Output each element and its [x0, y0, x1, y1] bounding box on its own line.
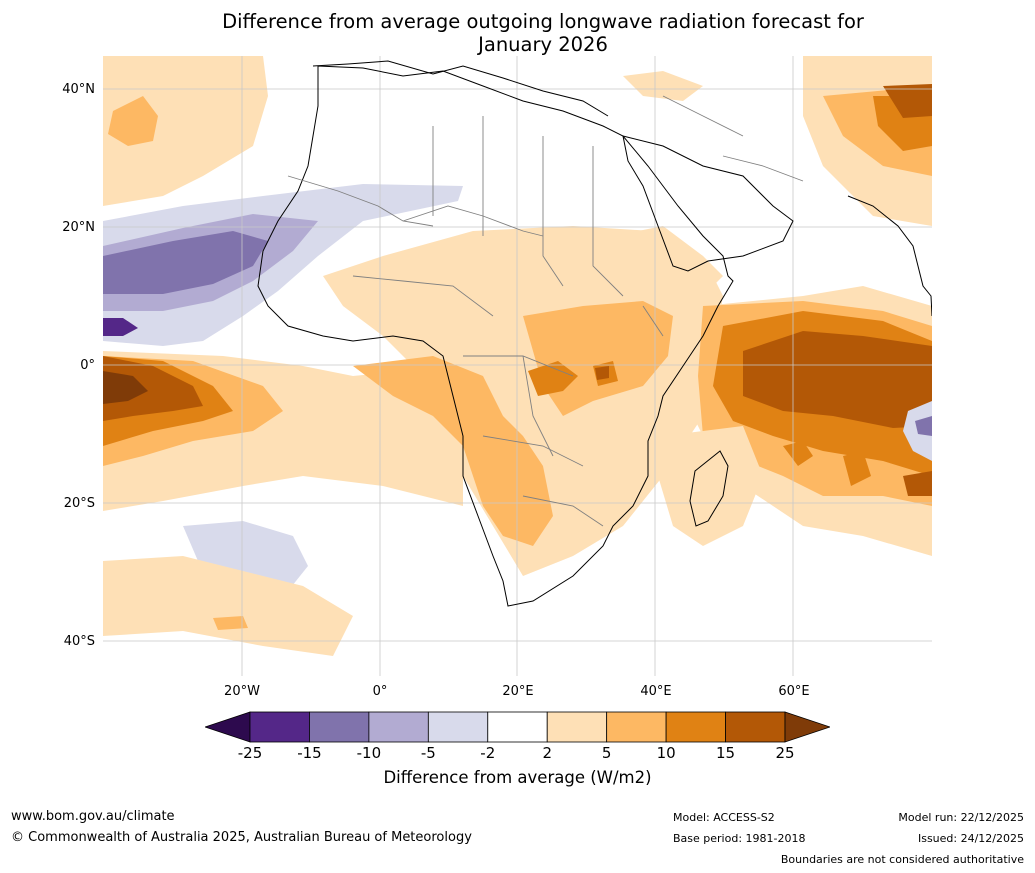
colorbar — [205, 711, 830, 743]
lat-label-20s: 20°S — [63, 496, 95, 511]
colorbar-tick-label: 5 — [601, 744, 612, 762]
colorbar-tick-label: 15 — [716, 744, 736, 762]
colorbar-segment — [606, 711, 667, 743]
colorbar-segment — [249, 711, 310, 743]
colorbar-min-extend — [205, 711, 251, 743]
graticule — [103, 56, 932, 676]
colorbar-tick-label: -2 — [480, 744, 496, 762]
lon-label-40e: 40°E — [640, 684, 672, 699]
map-title: Difference from average outgoing longwav… — [143, 10, 943, 56]
issued-date: Issued: 24/12/2025 — [917, 832, 1024, 845]
colorbar-segment — [487, 711, 548, 743]
colorbar-segment — [725, 711, 786, 743]
lat-label-20n: 20°N — [62, 220, 95, 235]
title-line-1: Difference from average outgoing longwav… — [222, 10, 864, 33]
boundaries-disclaimer: Boundaries are not considered authoritat… — [780, 853, 1024, 866]
colorbar-tick-label: -10 — [356, 744, 382, 762]
website-link[interactable]: www.bom.gov.au/climate — [11, 809, 175, 824]
colorbar-tick-label: 10 — [656, 744, 676, 762]
country-borders — [287, 95, 804, 527]
model-name: Model: ACCESS-S2 — [673, 811, 775, 824]
colorbar-tick-label: 2 — [542, 744, 552, 762]
lon-label-0: 0° — [372, 684, 388, 699]
base-period: Base period: 1981-2018 — [673, 832, 806, 845]
lat-label-40n: 40°N — [62, 82, 95, 97]
olr-anomaly-map — [103, 56, 932, 676]
colorbar-tick-label: -15 — [297, 744, 322, 762]
lat-label-40s: 40°S — [63, 634, 95, 649]
colorbar-segment — [665, 711, 726, 743]
lon-label-20w: 20°W — [224, 684, 260, 699]
lat-label-0: 0° — [80, 358, 95, 373]
colorbar-label: Difference from average (W/m2) — [383, 768, 652, 787]
colorbar-tick-label: 25 — [775, 744, 795, 762]
colorbar-segment — [546, 711, 608, 743]
title-line-2: January 2026 — [478, 33, 608, 56]
colorbar-segment — [368, 711, 429, 743]
colorbar-tick-label: -25 — [237, 744, 263, 762]
coastlines — [257, 60, 932, 607]
colorbar-segment — [309, 711, 370, 743]
model-run-date: Model run: 22/12/2025 — [898, 811, 1024, 824]
copyright-notice: © Commonwealth of Australia 2025, Austra… — [11, 830, 472, 845]
colorbar-segment — [427, 711, 489, 743]
anomaly-fill-layer — [103, 56, 932, 656]
lon-label-60e: 60°E — [778, 684, 810, 699]
colorbar-tick-label: -5 — [420, 744, 436, 762]
lon-label-20e: 20°E — [502, 684, 534, 699]
colorbar-max-extend — [784, 711, 830, 743]
